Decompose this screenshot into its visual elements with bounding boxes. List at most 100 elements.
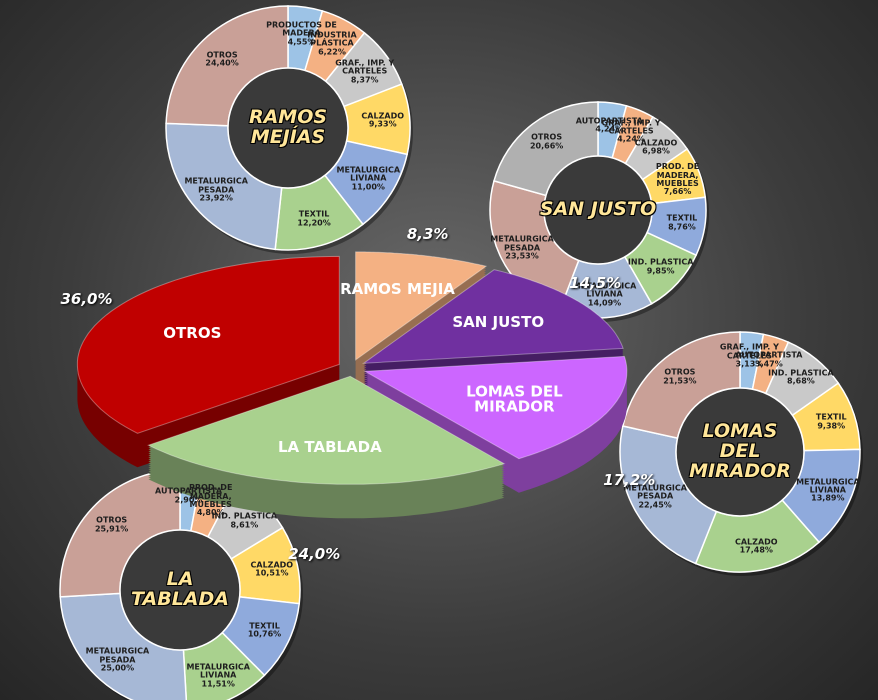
slice-name: TEXTIL — [666, 213, 698, 223]
slice-name: METALURGICA PESADA — [184, 176, 248, 195]
slice-value: 25,91% — [94, 524, 129, 534]
slice-name: CALZADO — [634, 138, 678, 148]
slice-label: PRODUCTOS DE MADERA 4,55% — [265, 21, 339, 46]
slice-value: 9,38% — [817, 421, 846, 431]
slice-value: 8,68% — [787, 376, 815, 386]
pie-slice — [363, 355, 628, 460]
slice-value: 8,37% — [350, 75, 379, 85]
slice-label: IND. PLASTICA 8,68% — [764, 368, 838, 386]
slice-label: METALURGICA PESADA 25,00% — [80, 646, 154, 673]
donut-title: LOMAS DEL MIRADOR — [689, 420, 791, 482]
slice-name: IND. PLASTICA — [768, 368, 834, 378]
slice-value: 8,3% — [406, 225, 449, 244]
pie-slice — [76, 255, 340, 434]
slice-value: 36,0% — [60, 290, 113, 309]
slice-label: METALURGICA PESADA 23,92% — [179, 176, 253, 203]
slice-name: CALZADO — [361, 111, 405, 121]
slice-label: METALURGICA LIVIANA 13,89% — [791, 477, 865, 503]
slice-label: OTROS 20,66% — [510, 132, 584, 151]
donut-hole — [227, 67, 349, 189]
donut-title: LA TABLADA — [131, 568, 229, 610]
slice-label: IND. PLASTICA 9,85% — [624, 258, 698, 276]
slice-name: AUTOPARTISTA — [155, 486, 223, 496]
slice-name: INDUSTRIA PLÁSTICA — [307, 30, 357, 48]
slice-value: 10,76% — [247, 630, 282, 640]
slice-name: AUTOPARTISTA — [575, 116, 643, 126]
slice-label: OTROS 25,91% — [75, 516, 149, 534]
slice-value: 8,76% — [668, 222, 696, 232]
slice-label: PROD. DE MADERA, MUEBLES 7,66% — [641, 163, 715, 197]
slice-value: 21,53% — [663, 376, 697, 386]
slice-value: 22,45% — [638, 500, 672, 510]
donut-hole — [119, 529, 241, 651]
slice-label: AUTOPARTISTA 4,24% — [572, 116, 646, 134]
slice-label: TEXTIL 10,76% — [228, 622, 302, 640]
slice-name: AUTOPARTISTA — [735, 351, 803, 361]
slice-value: 11,51% — [201, 679, 235, 689]
slice-value: 24,0% — [288, 545, 341, 564]
slice-value: 6,98% — [642, 146, 670, 156]
pie-slice — [361, 269, 624, 364]
slice-label: CALZADO 10,51% — [235, 561, 309, 578]
slice-label: INDUSTRIA PLÁSTICA 6,22% — [295, 31, 369, 56]
slice-name: GRAF., IMP. Y CARTELES — [719, 342, 779, 361]
slice-name: METALURGICA LIVIANA — [572, 281, 637, 299]
slice-label: AUTOPARTISTA 2,90% — [152, 486, 226, 505]
slice-label: IND. PLASTICA 8,61% — [207, 512, 281, 530]
slice-label: METALURGICA PESADA 23,53% — [485, 235, 559, 261]
slice-value: 9,85% — [646, 266, 675, 276]
slice-value: 13,89% — [811, 493, 845, 503]
slice-name: METALURGICA PESADA — [85, 646, 150, 664]
slice-label: CALZADO 9,33% — [346, 112, 420, 129]
slice-value: 14,5% — [569, 274, 622, 293]
slice-value: 9,33% — [368, 119, 397, 129]
slice-value: 10,51% — [255, 568, 289, 578]
donut-title: RAMOS MEJÍAS — [248, 106, 328, 148]
slice-value: 3,13% — [735, 359, 764, 369]
slice-name: METALURGICA LIVIANA — [186, 662, 250, 680]
slice-name: CALZADO — [250, 560, 294, 570]
slice-name: METALURGICA LIVIANA — [796, 477, 860, 495]
donut-hole — [543, 155, 653, 265]
slice-name: IND. PLASTICA — [211, 512, 278, 522]
donut-title: SAN JUSTO — [539, 198, 657, 221]
slice-value: 23,53% — [505, 251, 539, 261]
slice-name: PRODUCTOS DE MADERA — [266, 20, 337, 38]
slice-name: GRAF., IMP. Y CARTELES — [335, 58, 395, 76]
slice-label: TEXTIL 8,76% — [645, 213, 719, 232]
donut-hole — [675, 387, 805, 517]
slice-name: TEXTIL — [298, 209, 330, 219]
slice-name: OTROS — [531, 132, 563, 142]
slice-name: OTROS — [206, 50, 238, 60]
slice-name: LA TABLADA — [278, 438, 382, 457]
slice-value: 11,00% — [351, 181, 385, 191]
slice-name: OTROS — [96, 516, 128, 526]
slice-label: GRAF., IMP. Y CARTELES 8,37% — [328, 59, 402, 84]
slice-name: TEXTIL — [815, 412, 847, 422]
slice-value: 17,48% — [739, 545, 773, 555]
slice-label: CALZADO 6,98% — [619, 138, 693, 157]
slice-value: 14,09% — [587, 297, 622, 307]
slice-label: GRAF., IMP. Y CARTELES 3,13% — [712, 342, 786, 369]
slice-value: 24,40% — [205, 58, 239, 68]
slice-value: 4,24% — [595, 124, 624, 134]
slice-value: 8,61% — [230, 520, 259, 530]
slice-value: 6,22% — [318, 46, 346, 56]
slice-name: PROD. DE MADERA, MUEBLES — [189, 483, 233, 510]
slice-name: IND. PLASTICA — [627, 258, 694, 268]
slice-value: 23,92% — [199, 193, 233, 203]
slice-label: TEXTIL 12,20% — [277, 209, 351, 228]
slice-value: 3,47% — [754, 359, 783, 369]
slice-label: METALURGICA LIVIANA 11,51% — [181, 663, 255, 688]
slice-label: CALZADO 17,48% — [719, 537, 793, 555]
slice-label: GRAF., IMP. Y CARTELES 4,24% — [594, 118, 668, 144]
slice-name: METALURGICA PESADA — [623, 483, 687, 501]
slice-value: 20,66% — [529, 141, 564, 151]
slice-value: 4,24% — [617, 134, 645, 144]
slice-label: METALURGICA PESADA 22,45% — [618, 484, 692, 509]
slice-label: PROD. DE MADERA, MUEBLES 4,80% — [174, 484, 248, 518]
slice-label: OTROS 21,53% — [643, 368, 717, 386]
slice-value: 25,00% — [100, 663, 135, 673]
